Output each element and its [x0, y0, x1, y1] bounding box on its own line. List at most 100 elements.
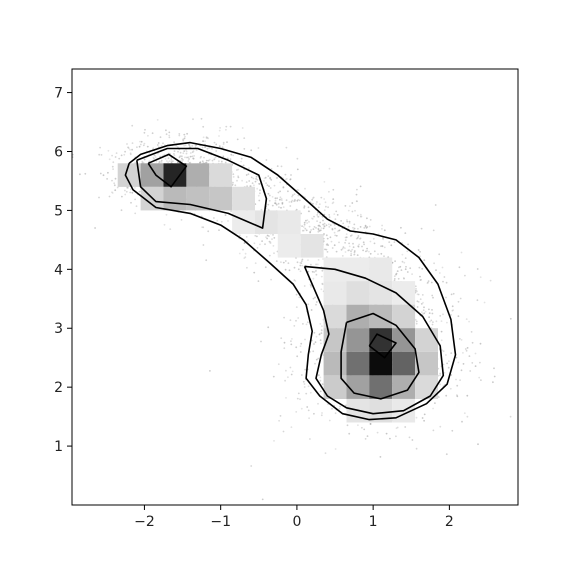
scatter-point — [417, 249, 420, 251]
scatter-point — [400, 269, 403, 271]
scatter-point — [308, 417, 310, 420]
scatter-point — [445, 453, 448, 456]
scatter-point — [393, 278, 396, 280]
scatter-point — [328, 223, 330, 226]
scatter-point — [300, 260, 303, 263]
scatter-point — [353, 227, 356, 230]
density-bin — [369, 257, 393, 282]
scatter-point — [205, 161, 208, 164]
scatter-point — [445, 354, 447, 356]
scatter-point — [254, 262, 257, 265]
scatter-point — [201, 160, 204, 163]
scatter-point — [317, 215, 320, 218]
scatter-point — [460, 251, 463, 254]
scatter-point — [192, 118, 194, 121]
scatter-point — [393, 279, 396, 282]
scatter-point — [356, 254, 359, 256]
scatter-point — [304, 187, 306, 190]
scatter-point — [263, 177, 266, 180]
scatter-point — [303, 205, 306, 208]
scatter-point — [238, 252, 241, 255]
scatter-point — [202, 140, 204, 143]
scatter-point — [265, 159, 268, 161]
scatter-point — [468, 355, 471, 357]
scatter-point — [244, 252, 247, 255]
density-bin — [369, 328, 393, 352]
scatter-point — [226, 157, 229, 160]
scatter-point — [288, 201, 291, 203]
scatter-point — [331, 202, 334, 205]
scatter-point — [215, 150, 218, 152]
scatter-point — [296, 397, 299, 400]
density-bin — [346, 304, 370, 329]
scatter-point — [323, 181, 326, 183]
x-tick-label: 2 — [445, 514, 454, 530]
scatter-point — [243, 137, 246, 140]
scatter-point — [315, 335, 318, 338]
scatter-point — [158, 161, 161, 164]
scatter-point — [404, 426, 407, 428]
scatter-point — [383, 246, 386, 249]
scatter-point — [222, 141, 225, 144]
scatter-point — [290, 373, 293, 376]
scatter-point — [369, 252, 372, 255]
scatter-point — [431, 294, 434, 297]
scatter-point — [296, 157, 299, 160]
scatter-point — [306, 222, 308, 224]
scatter-point — [168, 136, 171, 139]
scatter-point — [131, 191, 134, 194]
scatter-point — [432, 321, 434, 323]
y-axis-ticks: 1 2 3 4 5 6 7 — [54, 86, 72, 455]
scatter-point — [322, 223, 324, 226]
scatter-point — [152, 156, 155, 159]
scatter-point — [382, 237, 384, 239]
scatter-point — [465, 349, 468, 352]
scatter-point — [250, 149, 253, 152]
scatter-point — [439, 315, 442, 317]
scatter-point — [258, 183, 261, 185]
density-bin — [346, 351, 370, 376]
scatter-point — [318, 203, 321, 206]
scatter-point — [401, 260, 404, 263]
scatter-point — [289, 178, 292, 181]
scatter-point — [243, 242, 246, 245]
y-tick-label: 3 — [54, 321, 63, 337]
scatter-point — [173, 141, 176, 144]
density-bin — [346, 281, 370, 305]
scatter-point — [165, 160, 168, 162]
scatter-point — [113, 182, 116, 185]
scatter-point — [415, 447, 418, 450]
scatter-point — [363, 227, 366, 229]
scatter-point — [320, 275, 323, 278]
scatter-point — [124, 193, 127, 196]
scatter-point — [411, 273, 413, 275]
scatter-point — [265, 207, 268, 210]
scatter-point — [279, 198, 281, 201]
scatter-point — [435, 269, 437, 271]
scatter-point — [173, 150, 176, 153]
x-tick-label: 0 — [292, 514, 301, 530]
scatter-point — [294, 280, 297, 282]
scatter-point — [111, 192, 114, 194]
scatter-point — [319, 376, 322, 379]
scatter-point — [94, 227, 96, 229]
scatter-point — [305, 323, 308, 326]
scatter-point — [224, 161, 227, 164]
scatter-point — [218, 145, 221, 148]
scatter-point — [310, 309, 313, 311]
scatter-point — [282, 430, 285, 433]
scatter-point — [293, 193, 296, 196]
scatter-point — [336, 230, 339, 233]
scatter-point — [266, 184, 269, 187]
scatter-point — [193, 155, 196, 157]
scatter-point — [269, 177, 271, 180]
scatter-point — [297, 268, 300, 271]
scatter-point — [318, 230, 321, 232]
scatter-point — [301, 264, 304, 267]
scatter-point — [129, 188, 132, 191]
scatter-point — [111, 165, 114, 168]
scatter-point — [404, 268, 407, 271]
scatter-point — [291, 194, 294, 197]
scatter-point — [303, 386, 306, 388]
scatter-point — [268, 199, 271, 202]
